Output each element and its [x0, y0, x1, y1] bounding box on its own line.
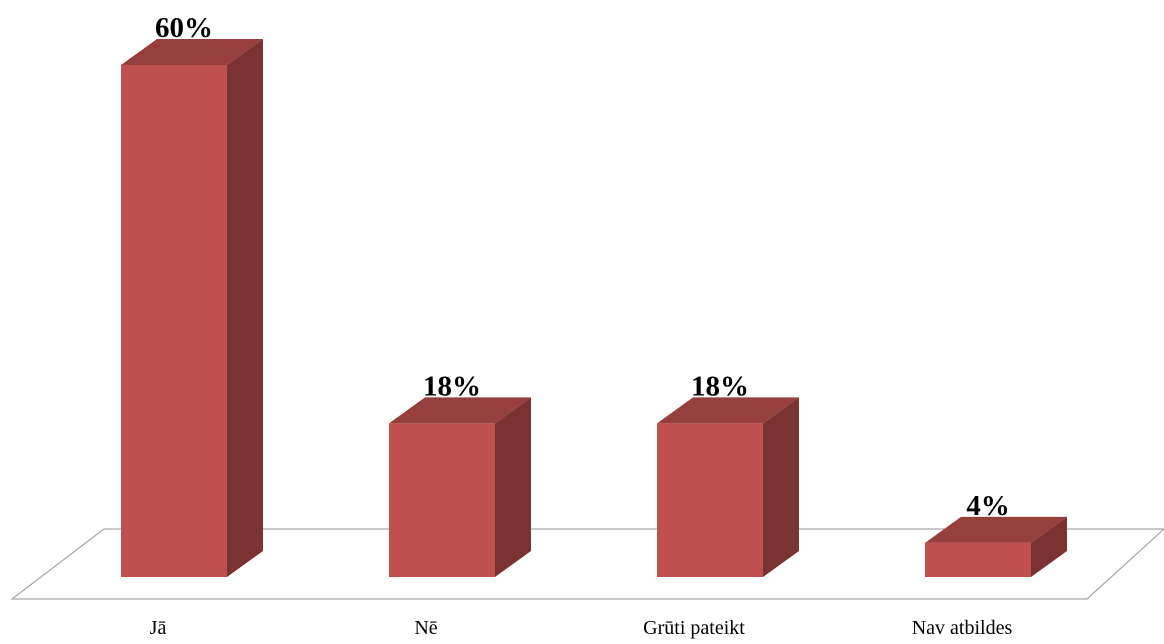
category-label-1: Nē — [414, 617, 437, 639]
chart-floor — [10, 528, 1164, 600]
bar-side-3 — [1031, 516, 1067, 577]
bar-side-1 — [495, 397, 531, 577]
bar-3 — [925, 516, 1067, 577]
bar-side-2 — [763, 397, 799, 577]
bar-2 — [657, 397, 799, 577]
bar-front-0 — [121, 65, 227, 577]
bar-top-0 — [121, 39, 263, 65]
data-label-3: 4% — [966, 490, 1010, 522]
bar-front-2 — [657, 423, 763, 577]
bar-0 — [121, 39, 263, 577]
category-labels-group: Jā Nē Grūti pateikt Nav atbildes — [150, 617, 1013, 639]
bar-top-1 — [389, 397, 531, 424]
category-label-2: Grūti pateikt — [643, 617, 745, 639]
bars-group — [121, 39, 1067, 577]
bar-top-2 — [657, 397, 799, 424]
bar-top-3 — [925, 516, 1067, 543]
category-label-3: Nav atbildes — [912, 617, 1013, 639]
bar-front-3 — [925, 542, 1031, 577]
data-label-2: 18% — [691, 370, 749, 402]
data-label-1: 18% — [423, 370, 481, 402]
bar-1 — [389, 397, 531, 577]
data-label-0: 60% — [155, 12, 213, 44]
bar-side-0 — [227, 39, 263, 577]
bar-front-1 — [389, 423, 495, 577]
data-labels-group: 60% 18% 18% 4% — [155, 12, 1010, 522]
category-label-0: Jā — [150, 617, 167, 639]
